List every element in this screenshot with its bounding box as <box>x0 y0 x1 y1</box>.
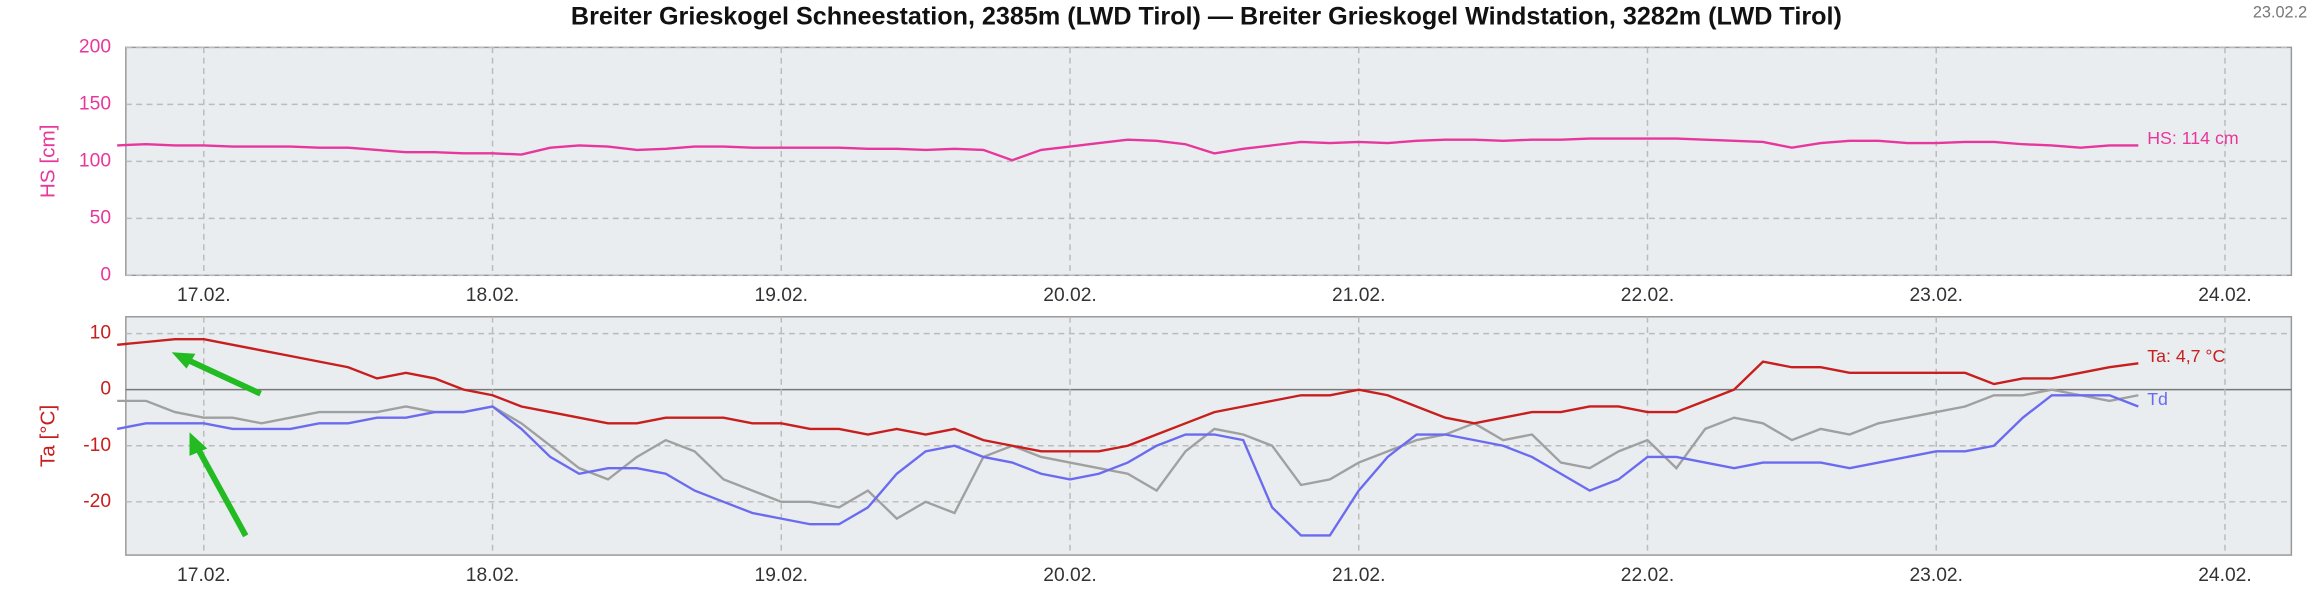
x-tick-label: 21.02. <box>1332 285 1385 306</box>
timestamp: 23.02.2 <box>2253 4 2307 22</box>
x-tick-label: 17.02. <box>177 565 230 586</box>
x-tick-label: 18.02. <box>466 565 519 586</box>
y-tick-label: 150 <box>79 93 111 114</box>
x-tick-label: 20.02. <box>1043 565 1096 586</box>
arrow <box>192 442 249 538</box>
arrow-head <box>189 432 208 456</box>
y-tick-label: 100 <box>79 150 111 171</box>
x-tick-label: 20.02. <box>1043 285 1096 306</box>
x-tick-label: 19.02. <box>755 285 808 306</box>
x-tick-label: 22.02. <box>1621 565 1674 586</box>
series-line <box>117 137 2139 162</box>
end-label: Td <box>2147 389 2168 409</box>
x-tick-label: 23.02. <box>1909 565 1962 586</box>
arrow <box>179 354 262 397</box>
y-axis-label: Ta [°C] <box>36 405 59 467</box>
x-tick-label: 17.02. <box>177 285 230 306</box>
end-label: Ta: 4,7 °C <box>2147 346 2225 366</box>
arrow-head <box>171 352 196 369</box>
chart-title: Breiter Grieskogel Schneestation, 2385m … <box>571 2 1842 30</box>
y-tick-label: -10 <box>83 435 111 456</box>
y-axis-label: HS [cm] <box>36 125 59 199</box>
y-tick-label: 50 <box>90 207 111 228</box>
plot-area <box>125 316 2293 556</box>
x-tick-label: 23.02. <box>1909 285 1962 306</box>
annotation-arrows <box>171 352 262 538</box>
y-tick-label: 0 <box>100 379 111 400</box>
y-tick-label: -20 <box>83 491 111 512</box>
x-tick-label: 19.02. <box>755 565 808 586</box>
y-tick-label: 0 <box>100 264 111 285</box>
x-tick-label: 24.02. <box>2198 285 2251 306</box>
end-label: HS: 114 cm <box>2147 128 2238 148</box>
y-tick-label: 200 <box>79 36 111 57</box>
series-line <box>116 394 2139 537</box>
x-tick-label: 22.02. <box>1621 285 1674 306</box>
y-tick-label: 10 <box>90 323 111 344</box>
series-line <box>117 338 2139 453</box>
x-tick-label: 24.02. <box>2198 565 2251 586</box>
x-tick-label: 21.02. <box>1332 565 1385 586</box>
x-tick-label: 18.02. <box>466 285 519 306</box>
